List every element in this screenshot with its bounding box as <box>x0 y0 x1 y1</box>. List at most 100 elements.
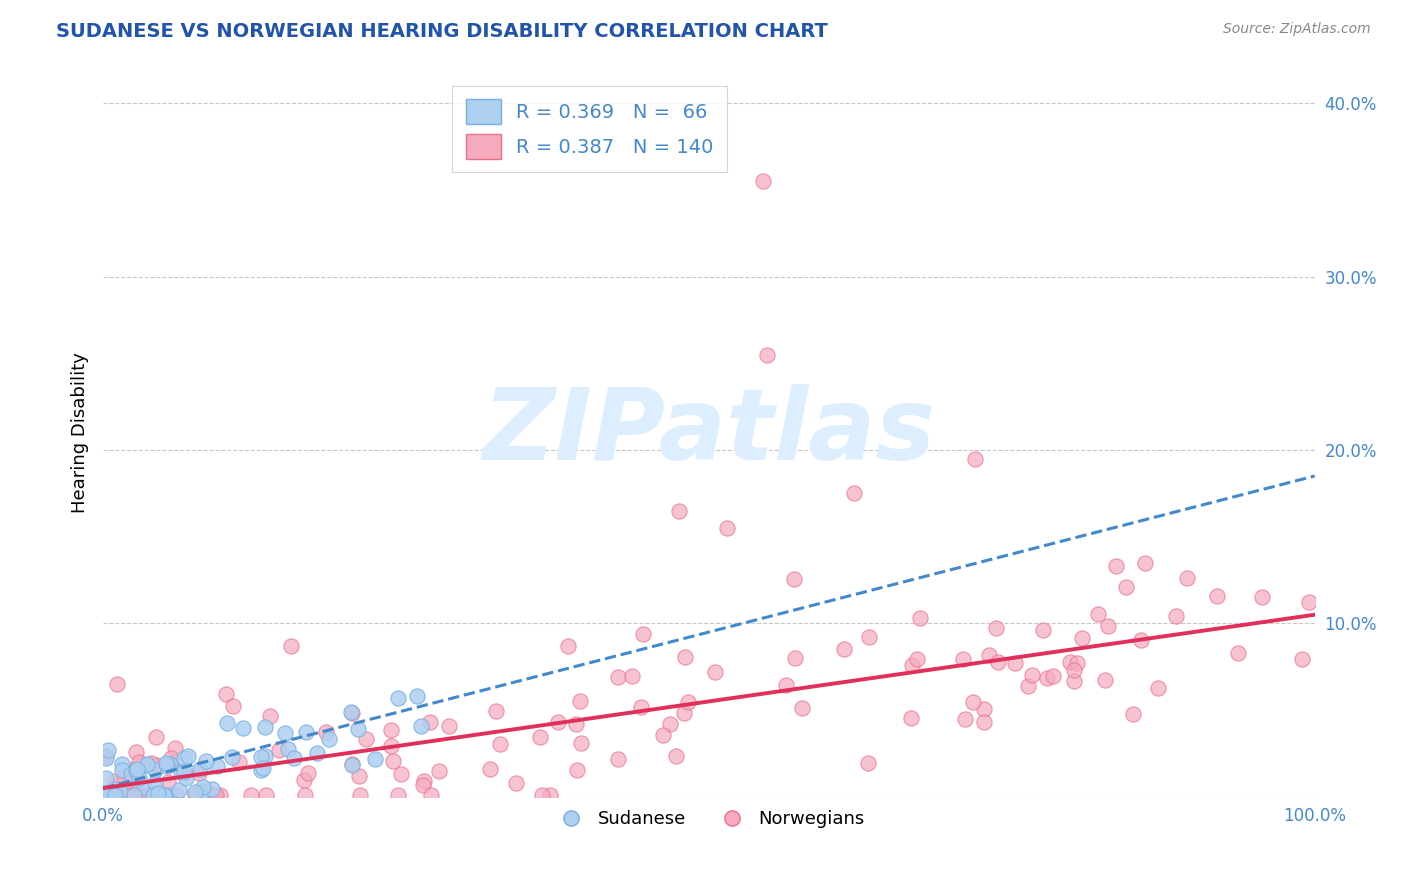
Point <box>1059 655 1081 669</box>
Point <box>1097 618 1119 632</box>
Point <box>380 723 402 737</box>
Point <box>783 572 806 586</box>
Point <box>143 776 166 790</box>
Point <box>254 788 277 802</box>
Point <box>184 785 207 799</box>
Point <box>111 788 134 802</box>
Point <box>427 764 450 779</box>
Point <box>94 748 117 763</box>
Point <box>347 722 370 736</box>
Point <box>1133 556 1156 570</box>
Point <box>294 788 316 802</box>
Point <box>143 788 166 802</box>
Text: ZIPatlas: ZIPatlas <box>482 384 935 481</box>
Point <box>96 788 118 802</box>
Point <box>953 712 976 726</box>
Point <box>159 756 181 771</box>
Point <box>607 670 630 684</box>
Point <box>101 788 124 802</box>
Point <box>141 756 163 771</box>
Point <box>620 669 643 683</box>
Point <box>104 774 127 789</box>
Point <box>340 758 363 772</box>
Point <box>910 611 932 625</box>
Point <box>900 711 922 725</box>
Point <box>159 788 181 802</box>
Point <box>630 700 652 714</box>
Point <box>191 784 214 798</box>
Point <box>124 745 146 759</box>
Point <box>173 765 195 780</box>
Point <box>1129 632 1152 647</box>
Point <box>97 788 120 802</box>
Point <box>96 788 118 802</box>
Point <box>101 786 124 800</box>
Point <box>142 788 165 802</box>
Point <box>193 780 215 794</box>
Point <box>1122 707 1144 722</box>
Point <box>505 776 527 790</box>
Point <box>965 451 987 466</box>
Point <box>250 749 273 764</box>
Point <box>973 702 995 716</box>
Point <box>652 728 675 742</box>
Point <box>1021 668 1043 682</box>
Point <box>274 726 297 740</box>
Point <box>280 639 302 653</box>
Point <box>1205 589 1227 603</box>
Point <box>716 521 738 535</box>
Point <box>94 771 117 785</box>
Point <box>249 763 271 777</box>
Point <box>143 763 166 777</box>
Point <box>183 788 205 802</box>
Point <box>606 752 628 766</box>
Point <box>569 736 592 750</box>
Point <box>121 788 143 802</box>
Point <box>340 705 363 719</box>
Point <box>155 788 177 802</box>
Point <box>125 762 148 776</box>
Point <box>295 725 318 739</box>
Point <box>565 764 588 778</box>
Point <box>489 737 512 751</box>
Point <box>124 788 146 802</box>
Point <box>254 748 277 763</box>
Point <box>439 719 461 733</box>
Point <box>364 752 387 766</box>
Point <box>155 759 177 773</box>
Text: SUDANESE VS NORWEGIAN HEARING DISABILITY CORRELATION CHART: SUDANESE VS NORWEGIAN HEARING DISABILITY… <box>56 22 828 41</box>
Point <box>111 763 134 777</box>
Point <box>174 771 197 785</box>
Point <box>347 769 370 783</box>
Point <box>105 677 128 691</box>
Point <box>1227 646 1250 660</box>
Point <box>752 174 775 188</box>
Point <box>136 757 159 772</box>
Point <box>1291 651 1313 665</box>
Legend: Sudanese, Norwegians: Sudanese, Norwegians <box>546 803 872 835</box>
Point <box>340 756 363 771</box>
Point <box>159 757 181 772</box>
Point <box>387 788 409 802</box>
Point <box>844 486 866 500</box>
Point <box>977 648 1000 662</box>
Point <box>1251 590 1274 604</box>
Point <box>136 788 159 802</box>
Point <box>785 650 807 665</box>
Point <box>962 695 984 709</box>
Point <box>342 706 364 720</box>
Point <box>1175 571 1198 585</box>
Point <box>167 783 190 797</box>
Point <box>381 754 404 768</box>
Point <box>222 699 245 714</box>
Point <box>110 756 132 771</box>
Point <box>557 640 579 654</box>
Point <box>110 788 132 802</box>
Point <box>569 694 592 708</box>
Point <box>163 741 186 756</box>
Point <box>221 749 243 764</box>
Point <box>283 750 305 764</box>
Point <box>1166 608 1188 623</box>
Point <box>380 739 402 753</box>
Point <box>112 770 135 784</box>
